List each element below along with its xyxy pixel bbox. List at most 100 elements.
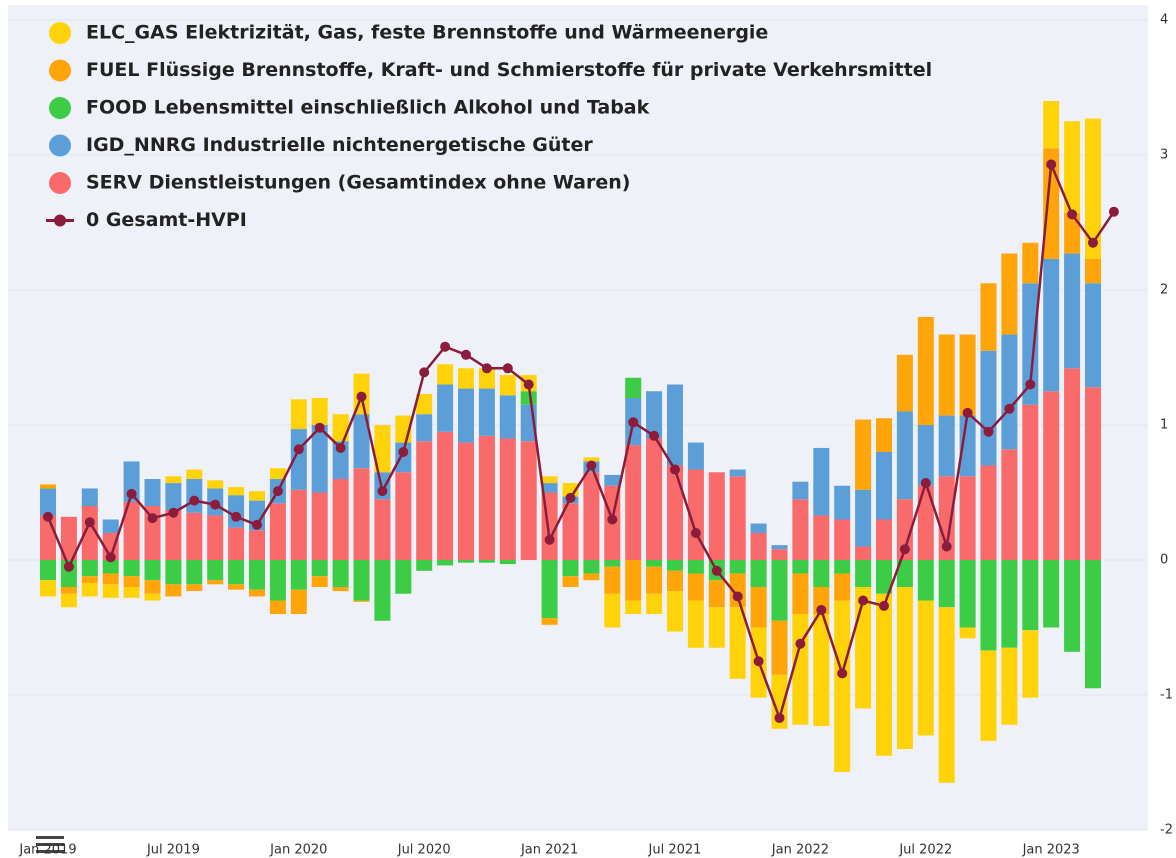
bar-segment <box>144 479 161 506</box>
bar-segment <box>1064 121 1081 214</box>
legend-label: ELC_GAS Elektrizität, Gas, feste Brennst… <box>86 22 768 44</box>
line <box>46 163 1115 722</box>
bar-segment <box>792 481 809 500</box>
legend: ELC_GAS Elektrizität, Gas, feste Brennst… <box>46 22 932 231</box>
bar-segment <box>458 442 474 560</box>
bar-segment <box>499 438 516 560</box>
bar-segment <box>123 576 140 587</box>
bar-segment <box>269 560 286 601</box>
line-point <box>753 656 764 667</box>
line-point <box>544 534 555 545</box>
bar-segment <box>687 600 704 648</box>
bar-segment <box>102 573 119 585</box>
bar-segment <box>1022 560 1039 631</box>
bar-segment <box>813 614 830 727</box>
line-point <box>419 367 430 378</box>
bar-segment <box>855 546 872 560</box>
bar-segment <box>186 512 203 560</box>
line-point <box>43 511 53 522</box>
bar-segment <box>186 469 203 479</box>
bar-segment <box>290 560 307 590</box>
line-point <box>335 442 346 453</box>
bar-segment <box>269 468 286 479</box>
bar-segment <box>228 584 245 590</box>
bar-segment <box>165 476 182 484</box>
bar-segment <box>708 580 725 608</box>
bar-segment <box>687 560 704 574</box>
bar-segment <box>1064 213 1081 254</box>
bar-segment <box>876 560 892 594</box>
bar-segment <box>541 483 558 493</box>
line-point <box>879 600 889 611</box>
bar-segment <box>437 560 454 566</box>
bar-segment <box>855 489 872 547</box>
line-point <box>1004 403 1015 414</box>
line-point <box>607 514 618 525</box>
bar-segment <box>959 560 976 628</box>
x-tick-label: Jul 2022 <box>898 843 952 858</box>
bar-segment <box>353 600 370 602</box>
bar-segment <box>228 495 245 528</box>
line-point <box>711 565 722 576</box>
y-tick-label: 3 <box>1160 148 1168 163</box>
x-tick-label: Jan 2022 <box>771 843 829 858</box>
bar-segment <box>1064 368 1081 560</box>
bar-segment <box>1001 647 1018 725</box>
bar-segment <box>583 472 600 560</box>
bar-segment <box>980 560 997 651</box>
bar-segment <box>562 560 579 577</box>
bar-segment <box>708 472 725 560</box>
line-point <box>252 519 262 530</box>
bar-segment <box>604 566 621 594</box>
bar-segment <box>1043 258 1060 392</box>
bar-segment <box>938 607 955 783</box>
bar-segment <box>374 560 391 621</box>
bar-segment <box>687 469 704 560</box>
legend-label: FOOD Lebensmittel einschließlich Alkohol… <box>86 97 650 119</box>
bar-segment <box>834 560 851 574</box>
bar-segment <box>896 587 913 749</box>
bar-segment <box>81 582 98 597</box>
bar-segment <box>60 593 77 608</box>
bar-segment <box>687 573 704 601</box>
line-point <box>356 391 367 402</box>
bar-segment <box>646 566 663 594</box>
line-point <box>168 507 179 518</box>
bar-segment <box>917 317 934 425</box>
bar-segment <box>102 533 119 560</box>
line-point <box>690 528 701 538</box>
bar-segment <box>896 354 913 412</box>
line-point <box>565 492 576 503</box>
bar-segment <box>917 600 934 736</box>
bar-segment <box>416 560 433 571</box>
bar-segment <box>249 589 265 597</box>
bar-segment <box>792 560 809 574</box>
bar-segment <box>834 519 851 560</box>
menu-icon[interactable] <box>36 836 64 853</box>
y-tick-label: 4 <box>1160 13 1168 28</box>
line-point <box>670 464 680 475</box>
bar-segment <box>499 375 516 396</box>
bar-segment <box>604 474 621 486</box>
line-point <box>837 668 848 679</box>
bar-segment <box>478 368 495 389</box>
y-tick-label: 1 <box>1160 418 1168 433</box>
bar-segment <box>416 414 433 442</box>
bar-segment <box>249 530 265 560</box>
bar-segment <box>40 560 56 581</box>
bar-segment <box>228 487 245 496</box>
bar-segment <box>458 560 474 563</box>
bar-segment <box>667 591 683 632</box>
bar-segment <box>123 560 140 577</box>
bar-segment <box>813 447 830 516</box>
bar-segment <box>81 560 98 577</box>
bar-segment <box>311 560 328 577</box>
bar-segment <box>81 488 98 506</box>
bar-segment <box>40 515 56 560</box>
bar-segment <box>520 391 537 405</box>
bar-segment <box>40 484 56 489</box>
line-point <box>816 604 827 615</box>
bar-segment <box>646 391 663 439</box>
bar-segment <box>729 469 746 477</box>
bar-segment <box>144 593 161 601</box>
